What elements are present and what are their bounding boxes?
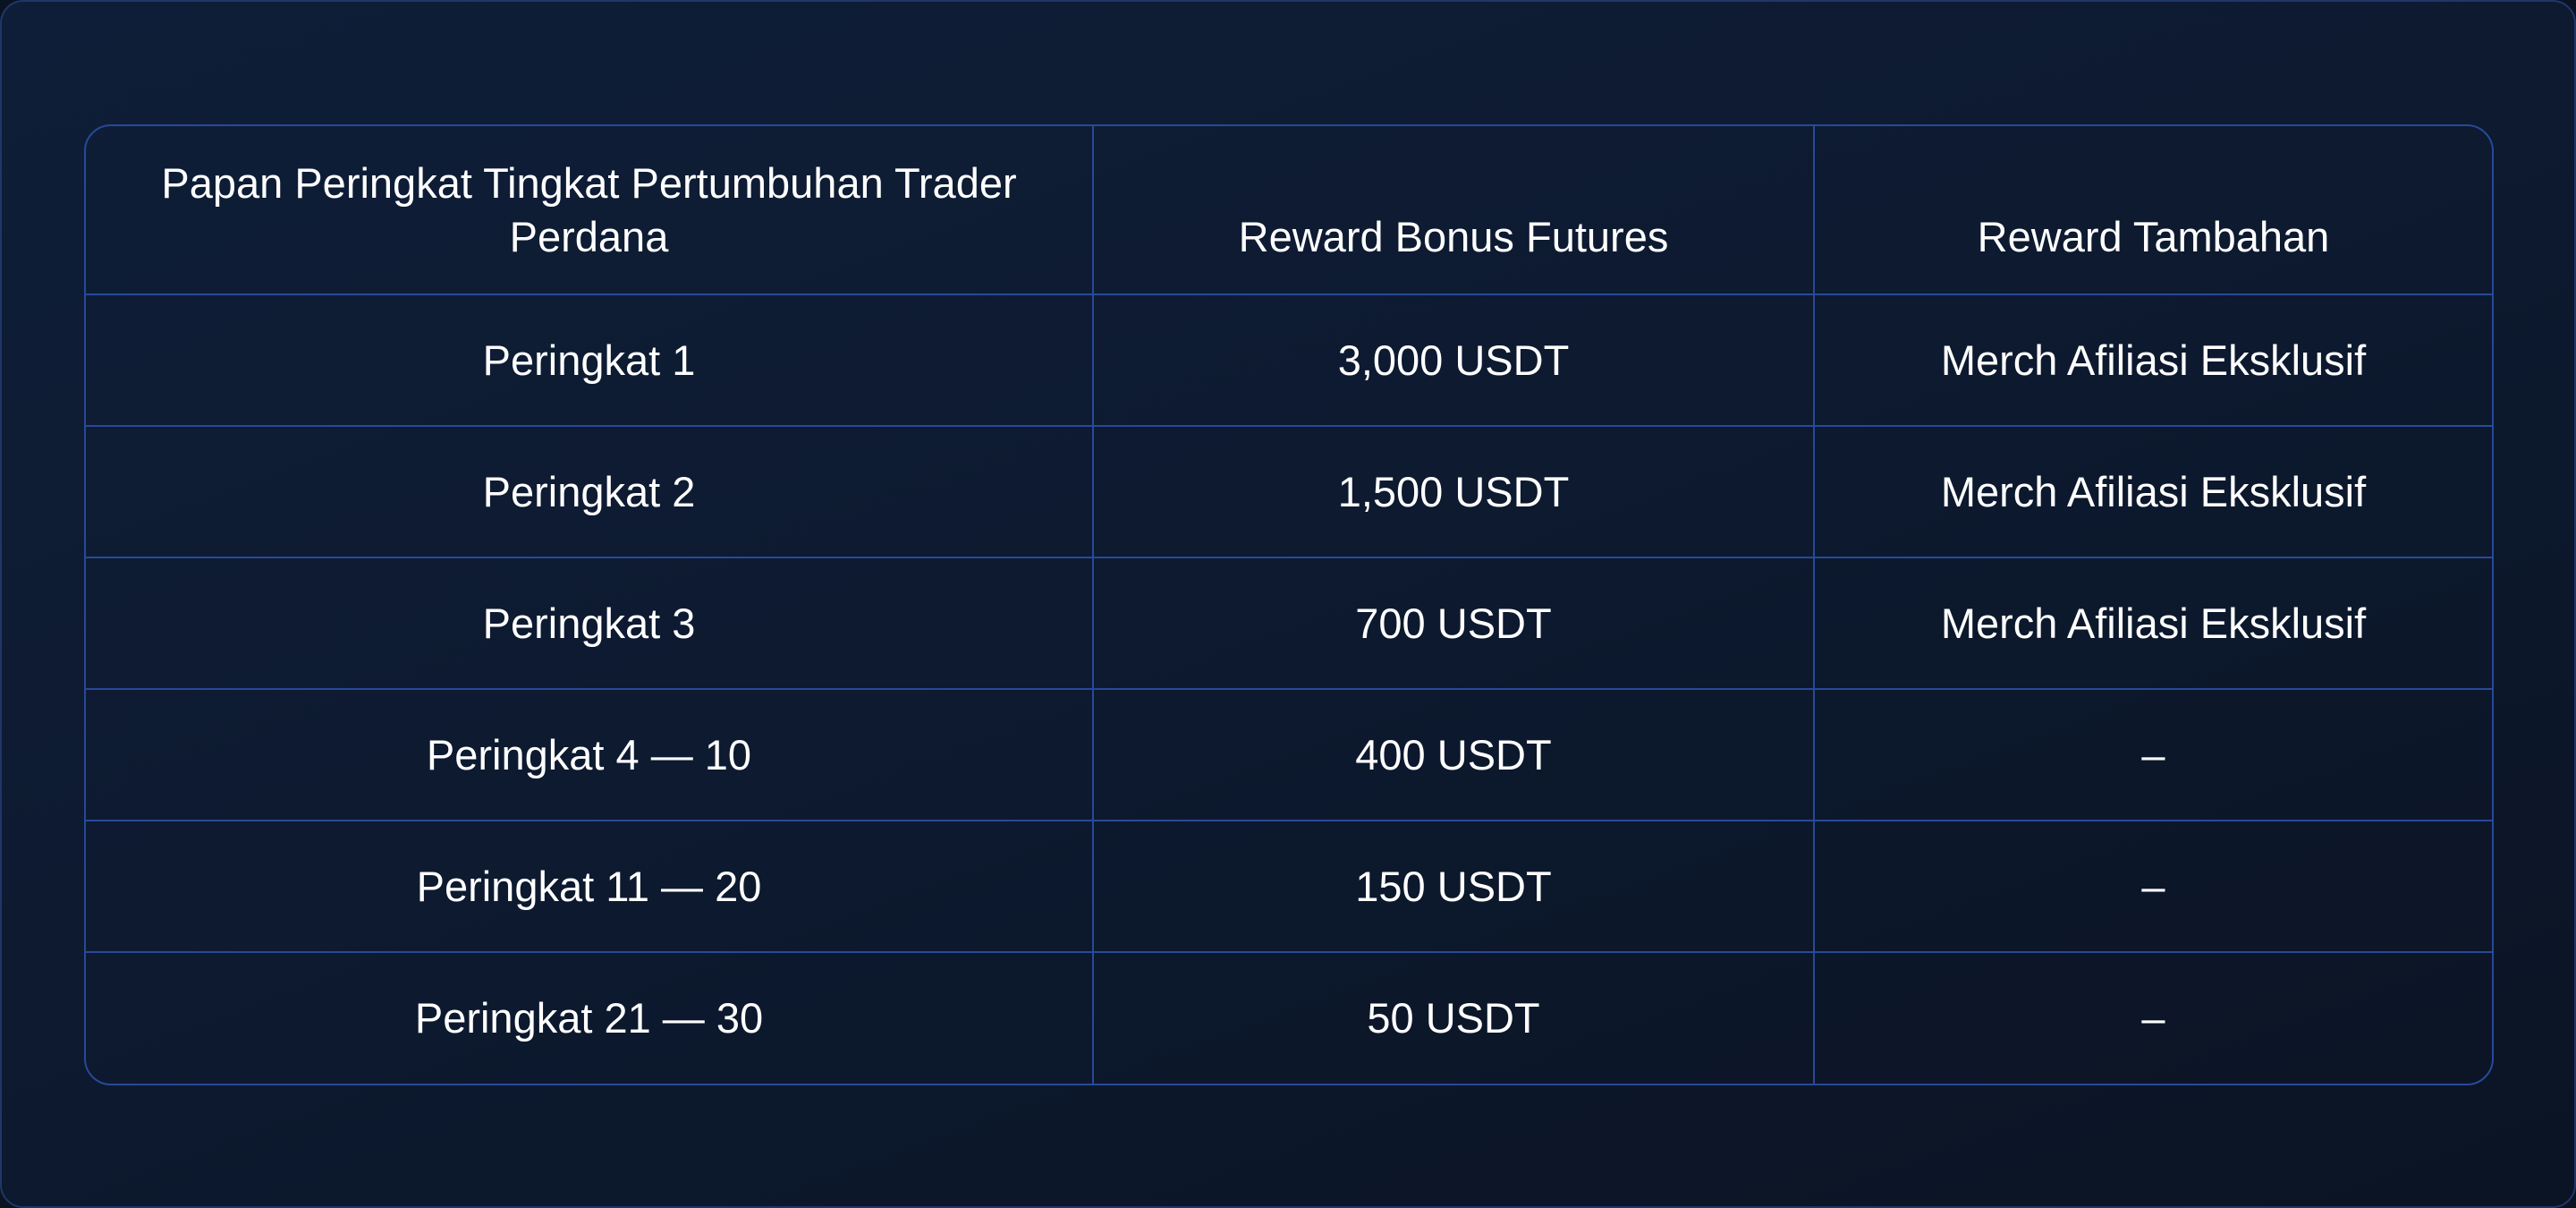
extra-reward-cell: Merch Afiliasi Eksklusif <box>1813 557 2492 690</box>
extra-reward-cell: – <box>1813 951 2492 1084</box>
header-leaderboard: Papan Peringkat Tingkat Pertumbuhan Trad… <box>86 126 1094 295</box>
futures-bonus-cell: 150 USDT <box>1092 820 1815 953</box>
futures-bonus-cell: 1,500 USDT <box>1092 425 1815 558</box>
rank-cell: Peringkat 21 — 30 <box>86 951 1094 1084</box>
extra-reward-cell: Merch Afiliasi Eksklusif <box>1813 293 2492 427</box>
table-row: Peringkat 3 700 USDT Merch Afiliasi Eksklu… <box>86 557 2492 690</box>
rank-cell: Peringkat 4 — 10 <box>86 688 1094 821</box>
header-futures-bonus: Reward Bonus Futures <box>1092 126 1815 295</box>
table-row: Peringkat 21 — 30 50 USDT – <box>86 951 2492 1084</box>
rank-cell: Peringkat 3 <box>86 557 1094 690</box>
table-row: Peringkat 2 1,500 USDT Merch Afiliasi Eksk… <box>86 425 2492 558</box>
table-row: Peringkat 11 — 20 150 USDT – <box>86 820 2492 953</box>
futures-bonus-cell: 700 USDT <box>1092 557 1815 690</box>
rank-cell: Peringkat 11 — 20 <box>86 820 1094 953</box>
table-row: Peringkat 1 3,000 USDT Merch Afiliasi Eksk… <box>86 293 2492 427</box>
extra-reward-cell: – <box>1813 688 2492 821</box>
extra-reward-cell: Merch Afiliasi Eksklusif <box>1813 425 2492 558</box>
table-row: Peringkat 4 — 10 400 USDT – <box>86 688 2492 821</box>
futures-bonus-cell: 400 USDT <box>1092 688 1815 821</box>
header-extra-reward: Reward Tambahan <box>1813 126 2492 295</box>
table-header-row: Papan Peringkat Tingkat Pertumbuhan Trad… <box>86 126 2492 295</box>
futures-bonus-cell: 50 USDT <box>1092 951 1815 1084</box>
rewards-table: Papan Peringkat Tingkat Pertumbuhan Trad… <box>84 124 2494 1085</box>
rank-cell: Peringkat 2 <box>86 425 1094 558</box>
extra-reward-cell: – <box>1813 820 2492 953</box>
futures-bonus-cell: 3,000 USDT <box>1092 293 1815 427</box>
rank-cell: Peringkat 1 <box>86 293 1094 427</box>
